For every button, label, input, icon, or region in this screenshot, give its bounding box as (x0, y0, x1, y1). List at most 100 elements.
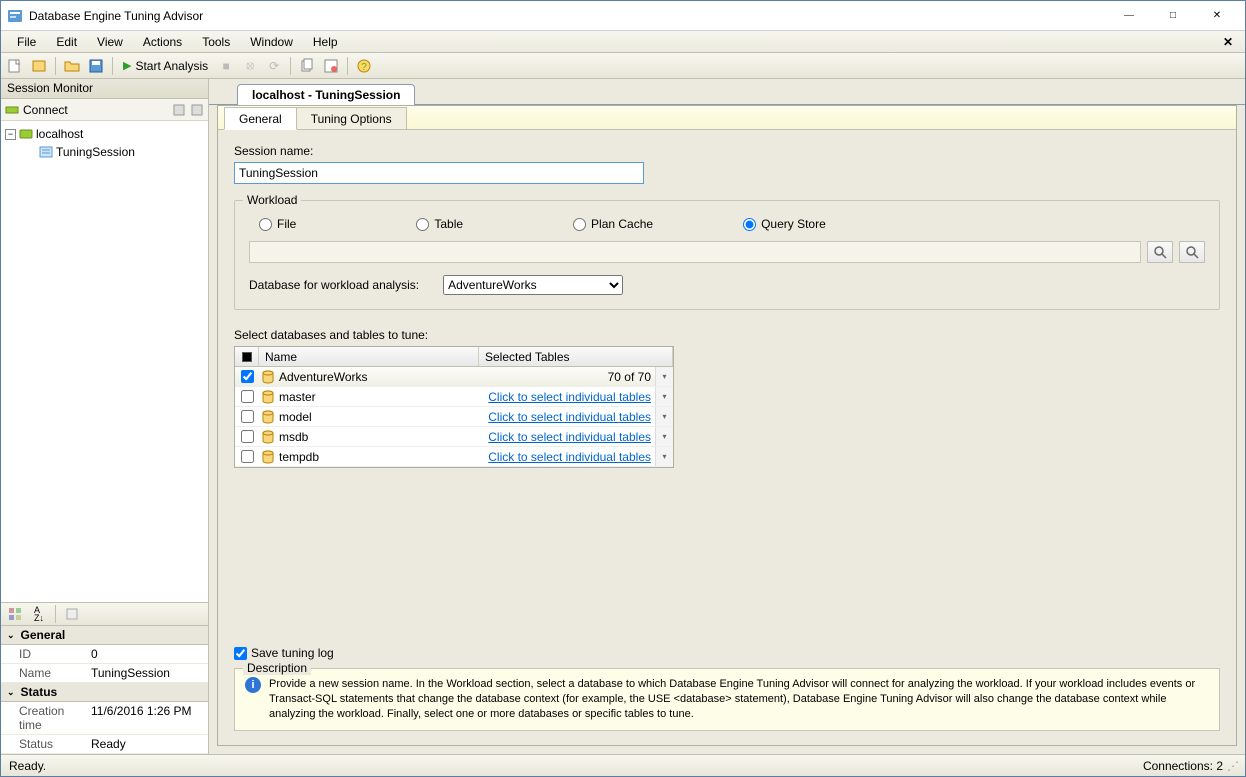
radio-plan-cache[interactable]: Plan Cache (573, 217, 653, 231)
window-title: Database Engine Tuning Advisor (29, 9, 1107, 23)
tab-general[interactable]: General (224, 107, 297, 130)
maximize-button[interactable]: □ (1151, 2, 1195, 30)
browse-table-button[interactable] (1179, 241, 1205, 263)
prop-row-id[interactable]: ID0 (1, 645, 208, 664)
svg-text:?: ? (361, 62, 367, 73)
row-db-name: master (277, 390, 479, 404)
row-dropdown-button[interactable]: ▾ (655, 387, 673, 406)
radio-query-store[interactable]: Query Store (743, 217, 826, 231)
document-tab[interactable]: localhost - TuningSession (237, 84, 415, 105)
row-checkbox[interactable] (235, 450, 259, 463)
prop-pages-icon[interactable] (62, 604, 82, 624)
new-session-icon[interactable] (5, 56, 25, 76)
prop-categorized-icon[interactable] (5, 604, 25, 624)
row-selected-tables[interactable]: Click to select individual tables (479, 430, 655, 444)
menu-file[interactable]: File (7, 33, 46, 51)
app-icon (7, 8, 23, 24)
row-checkbox[interactable] (235, 430, 259, 443)
prop-alphabetical-icon[interactable]: AZ↓ (29, 604, 49, 624)
open-icon[interactable] (62, 56, 82, 76)
prop-row-status[interactable]: StatusReady (1, 735, 208, 754)
table-row[interactable]: modelClick to select individual tables▾ (235, 407, 673, 427)
row-checkbox[interactable] (235, 410, 259, 423)
database-icon (259, 410, 277, 424)
database-icon (259, 450, 277, 464)
prop-status-header[interactable]: ⌄Status (1, 683, 208, 702)
grid-header-checkbox[interactable] (235, 347, 259, 366)
chevron-down-icon: ⌄ (7, 630, 15, 641)
toolbar-separator (55, 605, 56, 623)
row-dropdown-button[interactable]: ▾ (655, 427, 673, 446)
properties-toolbar: AZ↓ (1, 602, 208, 626)
prop-row-name[interactable]: NameTuningSession (1, 664, 208, 683)
report-icon[interactable] (321, 56, 341, 76)
tree-collapse-icon[interactable]: − (5, 129, 16, 140)
stop-icon[interactable]: ■ (216, 56, 236, 76)
grid-header: Name Selected Tables (235, 347, 673, 367)
workload-legend: Workload (243, 193, 301, 207)
properties-grid: ⌄General ID0 NameTuningSession ⌄Status C… (1, 626, 208, 754)
refresh-icon[interactable]: ⟳ (264, 56, 284, 76)
row-dropdown-button[interactable]: ▾ (655, 447, 673, 466)
connect-icon (5, 103, 19, 117)
inner-tab-strip: General Tuning Options (218, 106, 1236, 130)
session-tree[interactable]: − localhost TuningSession (1, 121, 208, 602)
row-db-name: msdb (277, 430, 479, 444)
menu-tools[interactable]: Tools (192, 33, 240, 51)
general-form: Session name: Workload File Table Plan C… (218, 130, 1236, 745)
connect-action1-icon[interactable] (172, 103, 186, 117)
minimize-button[interactable]: ― (1107, 2, 1151, 30)
connect-action2-icon[interactable] (190, 103, 204, 117)
copy-icon[interactable] (297, 56, 317, 76)
menu-actions[interactable]: Actions (133, 33, 192, 51)
table-row[interactable]: msdbClick to select individual tables▾ (235, 427, 673, 447)
description-text: Provide a new session name. In the Workl… (269, 677, 1209, 722)
row-checkbox[interactable] (235, 370, 259, 383)
radio-file[interactable]: File (259, 217, 296, 231)
help-icon[interactable]: ? (354, 56, 374, 76)
document-area: localhost - TuningSession General Tuning… (209, 79, 1245, 754)
tree-session-node[interactable]: TuningSession (3, 143, 206, 161)
tree-session-label: TuningSession (56, 145, 135, 159)
tree-server-node[interactable]: − localhost (3, 125, 206, 143)
workload-fieldset: Workload File Table Plan Cache Query Sto… (234, 200, 1220, 310)
table-row[interactable]: masterClick to select individual tables▾ (235, 387, 673, 407)
row-selected-tables[interactable]: Click to select individual tables (479, 410, 655, 424)
row-dropdown-button[interactable]: ▾ (655, 407, 673, 426)
row-checkbox[interactable] (235, 390, 259, 403)
menu-edit[interactable]: Edit (46, 33, 87, 51)
workload-radio-group: File Table Plan Cache Query Store (259, 217, 1205, 231)
description-legend: Description (243, 661, 311, 675)
pause-icon[interactable]: ⦻ (240, 56, 260, 76)
menu-help[interactable]: Help (303, 33, 348, 51)
db-workload-label: Database for workload analysis: (249, 278, 419, 292)
grid-header-name[interactable]: Name (259, 347, 479, 366)
table-row[interactable]: tempdbClick to select individual tables▾ (235, 447, 673, 467)
start-analysis-button[interactable]: ▶ Start Analysis (119, 59, 212, 73)
connect-label[interactable]: Connect (23, 103, 68, 117)
save-tuning-log-checkbox[interactable]: Save tuning log (234, 636, 1220, 660)
save-icon[interactable] (86, 56, 106, 76)
action-icon[interactable] (29, 56, 49, 76)
browse-file-button[interactable] (1147, 241, 1173, 263)
row-selected-tables[interactable]: Click to select individual tables (479, 450, 655, 464)
mdi-close-button[interactable]: ✕ (1217, 35, 1239, 49)
session-name-input[interactable] (234, 162, 644, 184)
menu-view[interactable]: View (87, 33, 133, 51)
close-button[interactable]: ✕ (1195, 2, 1239, 30)
db-workload-select[interactable]: AdventureWorks (443, 275, 623, 295)
grid-header-selected[interactable]: Selected Tables (479, 347, 673, 366)
database-icon (259, 430, 277, 444)
workload-path-input[interactable] (249, 241, 1141, 263)
table-row[interactable]: AdventureWorks70 of 70▾ (235, 367, 673, 387)
tab-tuning-options[interactable]: Tuning Options (296, 107, 407, 129)
prop-row-creation[interactable]: Creation time11/6/2016 1:26 PM (1, 702, 208, 735)
row-dropdown-button[interactable]: ▾ (655, 367, 673, 386)
menu-window[interactable]: Window (240, 33, 303, 51)
select-db-label: Select databases and tables to tune: (234, 328, 1220, 342)
row-db-name: tempdb (277, 450, 479, 464)
prop-general-header[interactable]: ⌄General (1, 626, 208, 645)
row-selected-tables[interactable]: Click to select individual tables (479, 390, 655, 404)
resize-grip-icon[interactable]: ⋰ (1223, 759, 1237, 773)
radio-table[interactable]: Table (416, 217, 463, 231)
